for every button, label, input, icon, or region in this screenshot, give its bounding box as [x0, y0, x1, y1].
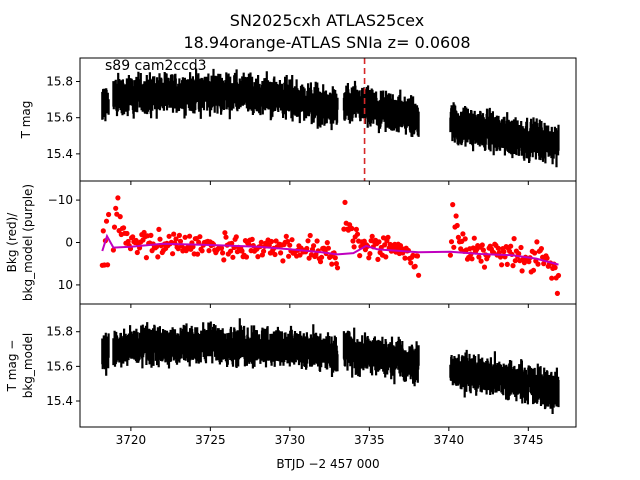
y-axis-label-line2: bkg_model — [21, 333, 35, 399]
y-tick-label: 15.4 — [46, 394, 73, 408]
bkg-model-line — [101, 233, 559, 266]
x-tick-label: 3720 — [116, 433, 147, 447]
y-tick-label: 15.6 — [46, 111, 73, 125]
x-tick-label: 3735 — [354, 433, 385, 447]
flux-points — [101, 68, 560, 168]
chart-title-line2: 18.94orange-ATLAS SNIa z= 0.0608 — [183, 33, 470, 52]
y-tick-label: 15.8 — [46, 325, 73, 339]
x-tick-label: 3725 — [195, 433, 226, 447]
y-tick-label: 15.6 — [46, 359, 73, 373]
panel-frame — [79, 303, 577, 428]
chart-title-line1: SN2025cxh ATLAS25cex — [230, 11, 424, 30]
x-axis-label: BTJD −2 457 000 — [276, 457, 379, 471]
y-axis-label-line1: T mag − — [5, 340, 19, 393]
y-tick-label: 0 — [65, 236, 73, 250]
bkg-points — [99, 195, 562, 296]
y-axis-label: T mag — [19, 101, 33, 140]
y-tick-label: −10 — [48, 193, 73, 207]
y-tick-label: 15.4 — [46, 147, 73, 161]
y-tick-label: 10 — [58, 278, 73, 292]
y-axis-label-line2: bkg_model (purple) — [21, 184, 35, 301]
panel-tmag-minus-bkg: 15.4 15.6 15.8 3720 3725 3730 3735 3740 3745 T ma… — [5, 303, 577, 447]
sector-camera-annotation: s89 cam2ccd3 — [105, 58, 207, 74]
flux-errorbars — [101, 68, 560, 168]
flux-errorbars — [101, 318, 560, 414]
panel-tmag: 15.4 15.6 15.8 T mag — [19, 57, 577, 185]
x-tick-label: 3730 — [275, 433, 306, 447]
y-axis-label-line1: Bkg (red)/ — [5, 212, 19, 273]
flux-points — [101, 318, 560, 414]
bkg-scatter — [99, 195, 562, 296]
panel-background: −10 0 10 Bkg (red)/bkg_model (purple) — [5, 180, 577, 308]
y-tick-label: 15.8 — [46, 75, 73, 89]
x-tick-label: 3740 — [434, 433, 465, 447]
x-tick-label: 3745 — [513, 433, 544, 447]
